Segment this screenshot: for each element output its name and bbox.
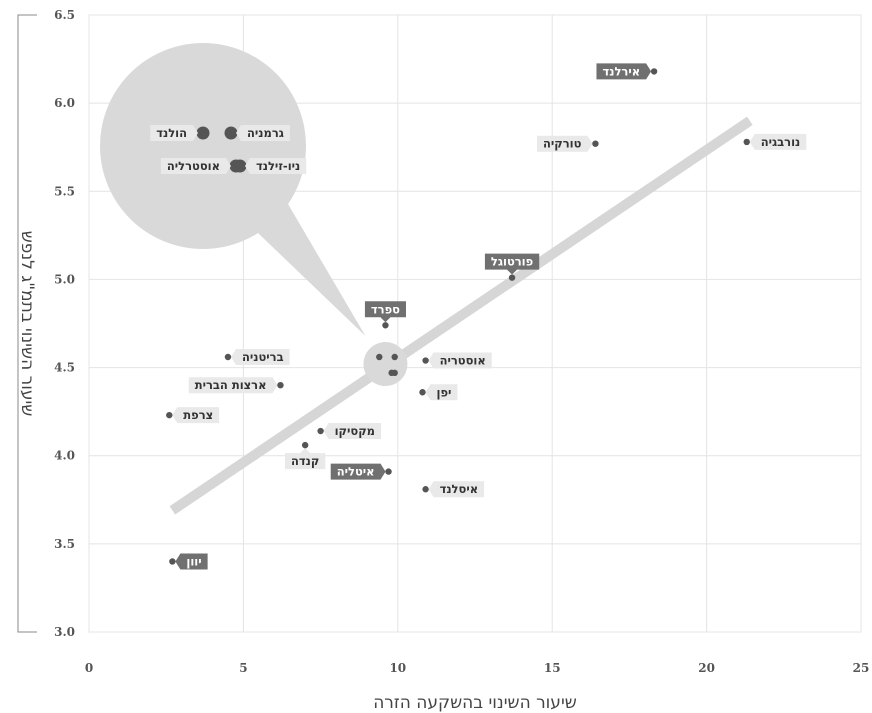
y-tick-label: 5.0 <box>54 272 75 286</box>
x-tick-label: 20 <box>698 661 715 675</box>
data-point <box>592 140 599 147</box>
x-tick-label: 10 <box>389 661 406 675</box>
point-label: קנדה <box>291 454 319 468</box>
data-point <box>169 558 176 565</box>
zoom-callout: גרמניה הולנד ניו-זילנד אוסטרליה <box>100 43 408 387</box>
y-axis-bracket <box>17 14 37 633</box>
axes: 0 5 10 15 20 25 3.0 3.5 4.0 4.5 5.0 5.5 6.0 6.5 <box>17 8 870 675</box>
data-points: אירלנד טורקיה נורבגיה פורטוגל ספרד בריטניה אוס… <box>166 63 807 570</box>
y-axis-title: שיעור השינוי בתמ"ג לנפש <box>17 231 37 417</box>
data-point <box>385 468 392 475</box>
data-point <box>317 427 324 435</box>
point-label-tag <box>596 63 652 80</box>
point-label: יפן <box>437 385 452 399</box>
point-label-tag <box>330 463 386 480</box>
point-label: גרמניה <box>247 126 284 140</box>
cluster-point-zoomed <box>229 159 243 173</box>
x-axis-title: שיעור השינוי בהשקעה הזרה <box>373 693 577 713</box>
cluster-highlight <box>363 342 408 387</box>
point-label-tag <box>236 125 290 141</box>
point-label: טורקיה <box>543 137 582 151</box>
point-label: יוון <box>186 554 201 568</box>
point-label-tag <box>749 133 807 150</box>
point-label: פורטוגל <box>491 255 533 269</box>
point-label: צרפת <box>183 408 213 422</box>
data-point <box>422 486 429 493</box>
point-label: בריטניה <box>242 350 284 364</box>
point-label: איסלנד <box>440 482 479 496</box>
point-label-tag <box>175 553 208 570</box>
point-label: אוסטרליה <box>167 159 220 173</box>
trendline-group <box>169 116 753 515</box>
data-point <box>419 389 426 396</box>
cluster-point <box>376 353 383 361</box>
y-tick-label: 6.0 <box>54 96 75 110</box>
point-label-tag <box>484 253 540 275</box>
y-tick-label: 4.5 <box>54 361 75 375</box>
point-label: מקסיקו <box>335 424 375 438</box>
data-point <box>650 68 658 75</box>
point-label-tag <box>188 377 278 394</box>
point-label: ארצות הברית <box>195 378 267 392</box>
point-label-tag <box>245 158 307 174</box>
cluster-point-zoomed <box>224 126 238 140</box>
data-point <box>508 274 516 281</box>
callout-pointer <box>258 204 366 337</box>
data-point <box>277 382 284 389</box>
point-label: אוסטריה <box>440 354 486 368</box>
cluster-point-zoomed <box>196 126 210 140</box>
point-label-tag <box>150 125 198 141</box>
point-label: הולנד <box>156 126 187 140</box>
point-label: ניו-זילנד <box>256 159 300 173</box>
point-label-tag <box>364 301 406 323</box>
y-tick-label: 6.5 <box>54 8 75 22</box>
cluster-point <box>388 369 395 377</box>
point-label-tag <box>172 407 220 424</box>
trendline <box>169 116 753 515</box>
data-point <box>422 357 429 364</box>
y-tick-label: 3.5 <box>54 537 75 551</box>
point-label-tag <box>323 423 382 440</box>
callout-bubble <box>100 43 306 249</box>
point-label-tag <box>284 448 326 470</box>
x-tick-label: 15 <box>544 661 561 675</box>
x-tick-label: 25 <box>853 661 870 675</box>
x-tick-label: 5 <box>239 661 247 675</box>
point-label: נורבגיה <box>761 135 801 149</box>
point-label-tag <box>428 352 492 369</box>
point-label-tag <box>425 384 458 401</box>
data-point <box>301 441 309 449</box>
y-tick-label: 3.0 <box>54 625 75 639</box>
cluster-point <box>391 353 398 361</box>
data-point <box>743 138 750 146</box>
point-label: אירלנד <box>602 64 640 78</box>
data-point <box>166 411 173 419</box>
point-label-tag <box>428 481 485 498</box>
x-tick-label: 0 <box>85 661 93 675</box>
point-label-tag <box>536 135 593 152</box>
y-tick-label: 4.0 <box>54 449 75 463</box>
point-label-tag <box>160 158 231 174</box>
point-label: ספרד <box>371 302 400 316</box>
data-point <box>224 353 232 361</box>
data-point <box>382 322 389 329</box>
y-tick-label: 5.5 <box>54 184 75 198</box>
point-label: איטליה <box>337 465 375 479</box>
point-label-tag <box>230 348 290 365</box>
